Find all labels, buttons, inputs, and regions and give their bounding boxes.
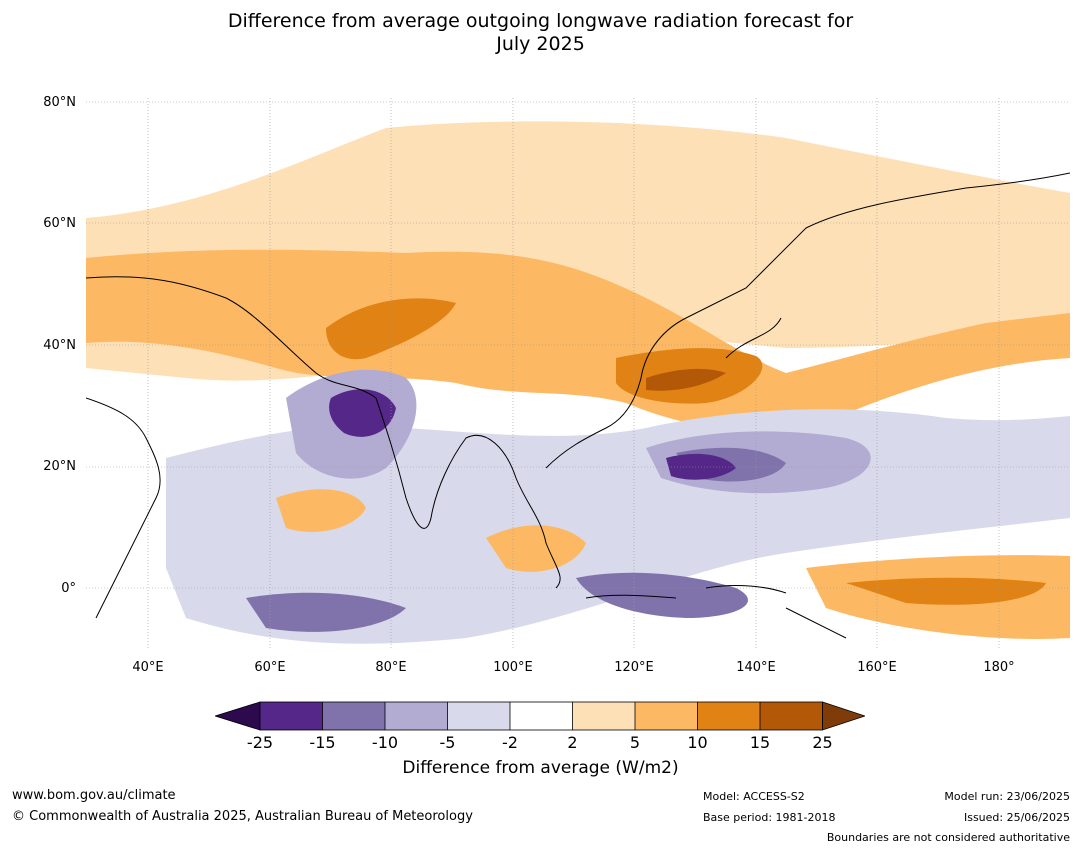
- footer-copyright: © Commonwealth of Australia 2025, Austra…: [12, 809, 473, 824]
- coastline-maritime: [585, 585, 847, 639]
- region-deep-purple-bengal: [329, 389, 396, 437]
- title-line-2: July 2025: [496, 33, 585, 55]
- colorbar-tick: -15: [309, 733, 336, 752]
- colorbar-bin-8: [697, 702, 760, 730]
- colorbar-tick: 15: [749, 733, 771, 752]
- colorbar-extend-low: [215, 701, 261, 731]
- footer-model-run: Model run: 23/06/2025: [944, 790, 1070, 803]
- lon-label-160e: 160°E: [857, 660, 897, 675]
- footer-issued: Issued: 25/06/2025: [963, 811, 1070, 824]
- lat-label-equator: 0°: [61, 581, 76, 596]
- footer-model: Model: ACCESS-S2: [703, 790, 805, 803]
- footer-base-period: Base period: 1981-2018: [703, 811, 836, 824]
- colorbar-bin-1: [260, 702, 323, 730]
- colorbar-bin-6: [572, 702, 635, 730]
- colorbar: [215, 701, 865, 731]
- lat-label-80n: 80°N: [43, 95, 76, 110]
- map-title: Difference from average outgoing longwav…: [0, 10, 1081, 56]
- footer-disclaimer: Boundaries are not considered authoritat…: [826, 831, 1070, 844]
- colorbar-extend-high: [822, 701, 865, 731]
- colorbar-tick: -5: [439, 733, 456, 752]
- colorbar-bin-5: [510, 702, 573, 730]
- coastline-africa-arabia: [86, 397, 161, 619]
- region-orange-scs: [486, 525, 586, 572]
- lon-label-180: 180°: [983, 660, 1015, 675]
- colorbar-bin-9: [760, 702, 823, 730]
- lon-label-140e: 140°E: [736, 660, 776, 675]
- colorbar-title: Difference from average (W/m2): [402, 758, 679, 778]
- lon-label-60e: 60°E: [254, 660, 286, 675]
- colorbar-tick: 25: [812, 733, 833, 752]
- lat-label-40n: 40°N: [43, 338, 76, 353]
- lon-label-100e: 100°E: [493, 660, 533, 675]
- colorbar-tick: 5: [629, 733, 641, 752]
- title-line-1: Difference from average outgoing longwav…: [227, 10, 854, 32]
- colorbar-bin-4: [447, 702, 510, 730]
- region-purple-indonesia: [576, 572, 748, 618]
- region-brown-japan: [646, 368, 726, 391]
- region-dark-orange-equatorial-pacific: [846, 577, 1046, 605]
- lon-label-120e: 120°E: [614, 660, 654, 675]
- region-orange-asia: [86, 249, 1070, 431]
- lat-label-60n: 60°N: [43, 216, 76, 231]
- colorbar-bin-3: [385, 702, 448, 730]
- footer-website: www.bom.gov.au/climate: [12, 788, 176, 803]
- region-dark-orange-tibet: [326, 298, 456, 360]
- region-orange-arabian: [276, 489, 366, 532]
- lon-label-40e: 40°E: [132, 660, 164, 675]
- colorbar-bin-2: [322, 702, 385, 730]
- colorbar-tick: -2: [502, 733, 518, 752]
- colorbar-bin-7: [635, 702, 698, 730]
- coastline-japan: [725, 317, 782, 359]
- colorbar-tick: -25: [246, 733, 274, 752]
- lon-label-80e: 80°E: [375, 660, 407, 675]
- lat-label-20n: 20°N: [43, 459, 76, 474]
- colorbar-tick: -10: [371, 733, 399, 752]
- anomaly-map: [86, 98, 1070, 650]
- colorbar-tick: 2: [567, 733, 578, 752]
- coastline-asia: [86, 172, 1070, 589]
- colorbar-tick: 10: [687, 733, 708, 752]
- region-purple-indianocean: [246, 592, 406, 632]
